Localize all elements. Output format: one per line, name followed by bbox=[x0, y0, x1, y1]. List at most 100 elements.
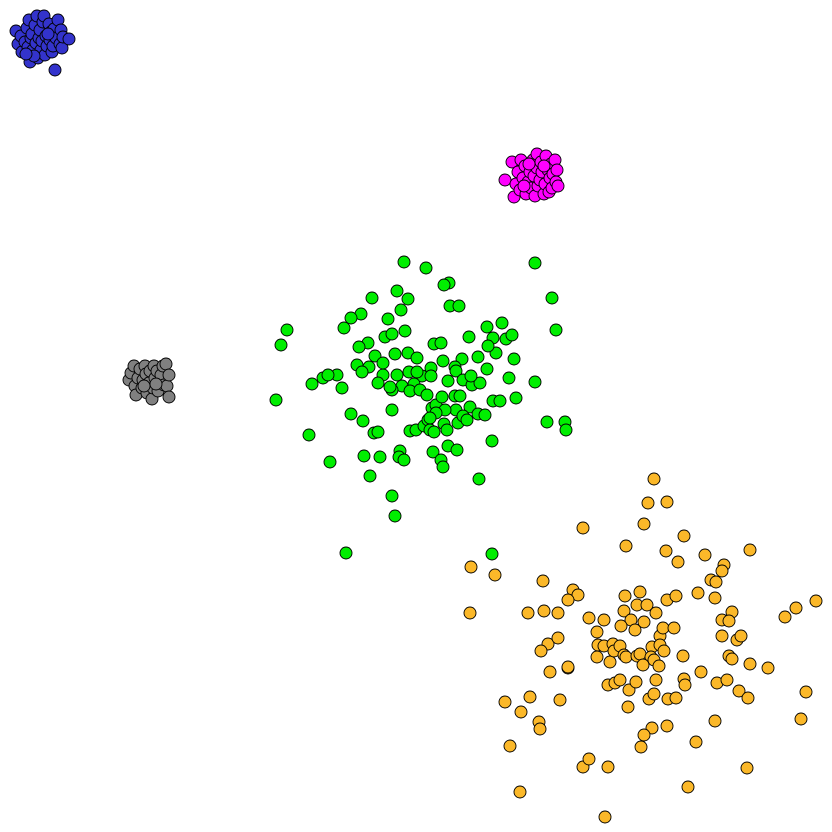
data-point bbox=[481, 339, 495, 353]
data-point bbox=[410, 365, 424, 379]
data-point bbox=[740, 761, 754, 775]
data-point bbox=[397, 255, 411, 269]
data-point bbox=[269, 393, 283, 407]
data-point bbox=[619, 650, 633, 664]
data-point bbox=[394, 303, 408, 317]
data-point bbox=[503, 739, 517, 753]
data-point bbox=[789, 601, 803, 615]
data-point bbox=[794, 712, 808, 726]
data-point bbox=[669, 691, 683, 705]
data-point bbox=[423, 411, 437, 425]
data-point bbox=[385, 327, 399, 341]
data-point bbox=[507, 352, 521, 366]
data-point bbox=[352, 340, 366, 354]
data-point bbox=[356, 414, 370, 428]
data-point bbox=[559, 423, 573, 437]
data-point bbox=[809, 594, 823, 608]
data-point bbox=[576, 521, 590, 535]
data-point bbox=[621, 700, 635, 714]
data-point bbox=[159, 357, 173, 371]
data-point bbox=[647, 687, 661, 701]
data-point bbox=[480, 320, 494, 334]
data-point bbox=[344, 407, 358, 421]
data-point bbox=[590, 625, 604, 639]
data-point bbox=[137, 379, 151, 393]
data-point bbox=[162, 368, 176, 382]
data-point bbox=[390, 284, 404, 298]
data-point bbox=[660, 495, 674, 509]
data-point bbox=[691, 586, 705, 600]
data-point bbox=[462, 330, 476, 344]
data-point bbox=[485, 547, 499, 561]
data-point bbox=[335, 381, 349, 395]
data-point bbox=[419, 261, 433, 275]
data-point bbox=[715, 629, 729, 643]
data-point bbox=[590, 650, 604, 664]
data-point bbox=[671, 555, 685, 569]
data-point bbox=[437, 278, 451, 292]
data-point bbox=[640, 598, 654, 612]
data-point bbox=[149, 377, 163, 391]
data-point bbox=[472, 472, 486, 486]
data-point bbox=[498, 695, 512, 709]
series-4 bbox=[269, 255, 573, 561]
data-point bbox=[722, 614, 736, 628]
data-point bbox=[337, 321, 351, 335]
data-point bbox=[634, 740, 648, 754]
data-point bbox=[453, 389, 467, 403]
data-point bbox=[709, 575, 723, 589]
data-point bbox=[401, 292, 415, 306]
data-point bbox=[505, 328, 519, 342]
data-point bbox=[647, 472, 661, 486]
data-point bbox=[543, 665, 557, 679]
data-point bbox=[376, 356, 390, 370]
data-point bbox=[629, 675, 643, 689]
data-point bbox=[708, 591, 722, 605]
data-point bbox=[597, 613, 611, 627]
data-point bbox=[637, 728, 651, 742]
data-point bbox=[582, 611, 596, 625]
data-point bbox=[551, 179, 565, 193]
data-point bbox=[373, 450, 387, 464]
data-point bbox=[162, 390, 176, 404]
data-point bbox=[274, 338, 288, 352]
data-point bbox=[598, 810, 612, 824]
data-point bbox=[498, 173, 512, 187]
data-point bbox=[633, 585, 647, 599]
data-point bbox=[534, 644, 548, 658]
data-point bbox=[381, 312, 395, 326]
data-point bbox=[628, 623, 642, 637]
data-point bbox=[488, 568, 502, 582]
data-point bbox=[160, 379, 174, 393]
data-point bbox=[528, 256, 542, 270]
data-point bbox=[302, 428, 316, 442]
data-point bbox=[436, 460, 450, 474]
data-point bbox=[460, 413, 474, 427]
data-point bbox=[305, 377, 319, 391]
data-point bbox=[420, 388, 434, 402]
data-point bbox=[493, 394, 507, 408]
data-point bbox=[385, 403, 399, 417]
data-point bbox=[464, 369, 478, 383]
data-point bbox=[509, 391, 523, 405]
data-point bbox=[410, 351, 424, 365]
data-point bbox=[614, 619, 628, 633]
data-point bbox=[478, 408, 492, 422]
series-1 bbox=[9, 9, 76, 77]
data-point bbox=[550, 163, 564, 177]
data-point bbox=[440, 423, 454, 437]
data-point bbox=[708, 714, 722, 728]
data-point bbox=[452, 299, 466, 313]
data-point bbox=[502, 371, 516, 385]
data-point bbox=[427, 425, 441, 439]
data-point bbox=[669, 589, 683, 603]
data-point bbox=[633, 647, 647, 661]
data-point bbox=[323, 455, 337, 469]
data-point bbox=[480, 362, 494, 376]
data-point bbox=[436, 354, 450, 368]
data-point bbox=[371, 376, 385, 390]
data-point bbox=[619, 539, 633, 553]
data-point bbox=[549, 323, 563, 337]
series-2 bbox=[498, 147, 565, 204]
series-3 bbox=[122, 357, 176, 406]
